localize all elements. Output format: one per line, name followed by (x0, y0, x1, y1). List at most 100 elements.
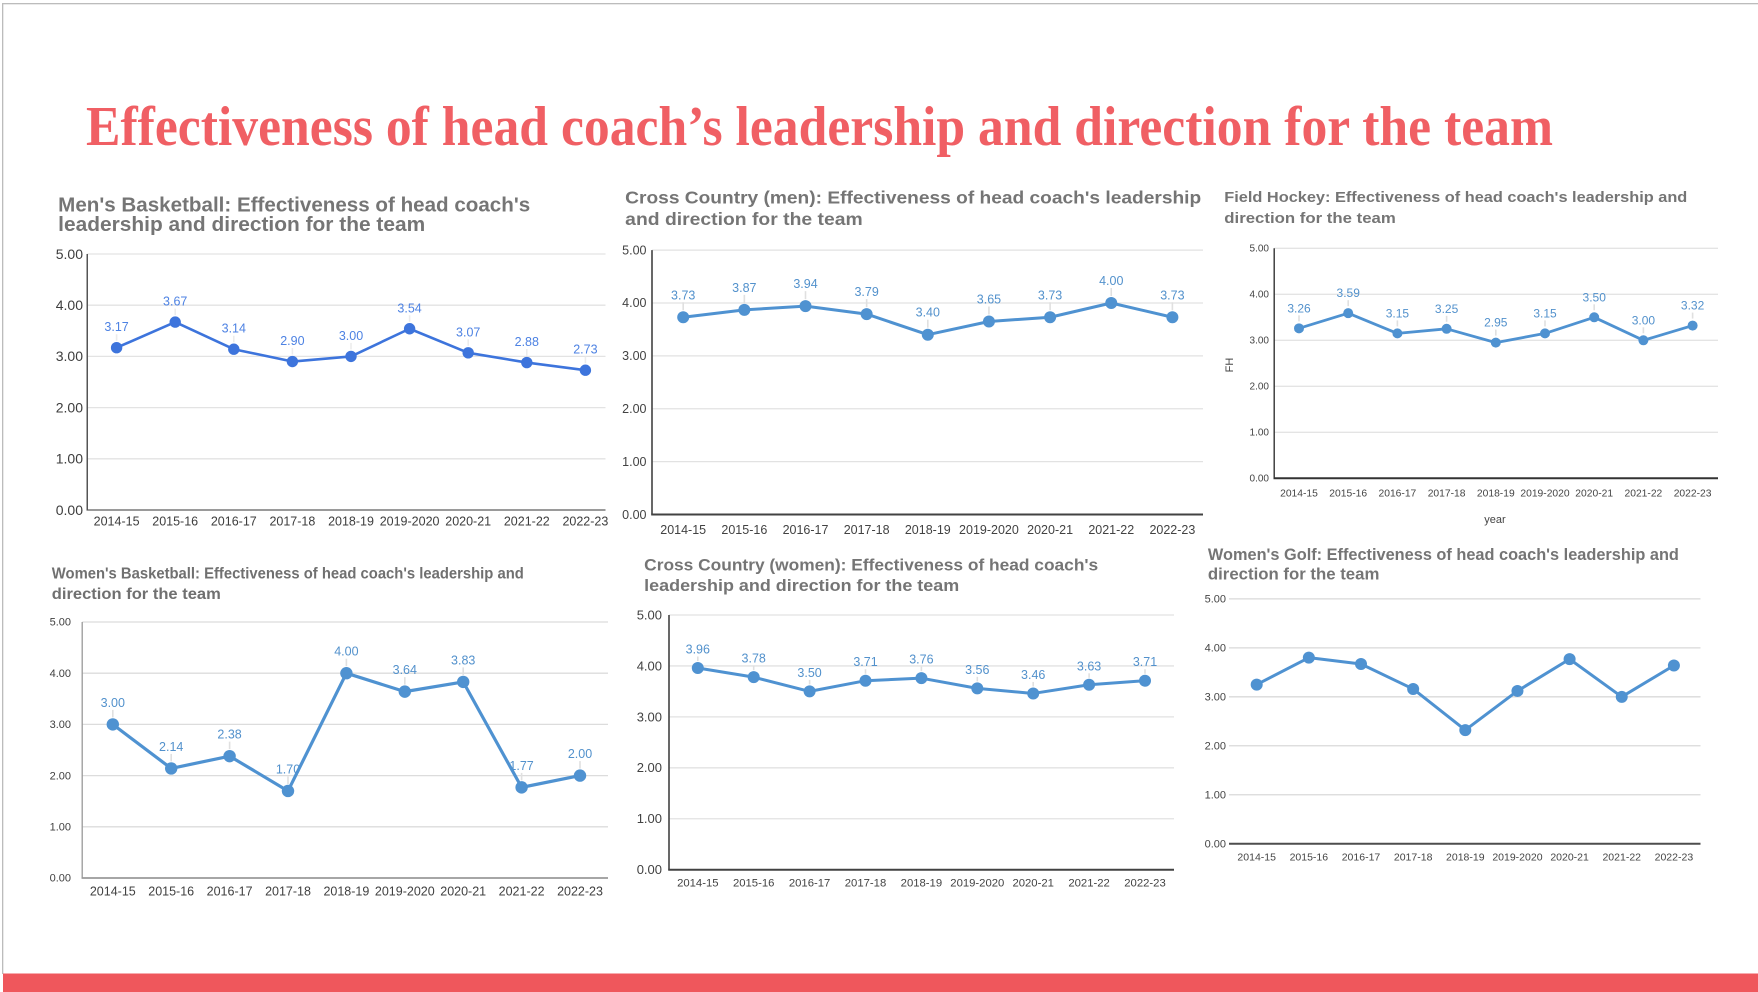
svg-text:2020-21: 2020-21 (1012, 878, 1053, 890)
svg-text:2.00: 2.00 (568, 747, 592, 761)
svg-text:3.15: 3.15 (1386, 306, 1410, 320)
svg-text:2015-16: 2015-16 (152, 515, 198, 529)
svg-text:4.00: 4.00 (1205, 643, 1226, 655)
svg-text:direction for the team: direction for the team (1208, 565, 1380, 583)
svg-text:3.73: 3.73 (1160, 288, 1184, 302)
svg-text:direction for the team: direction for the team (52, 586, 221, 603)
svg-text:3.76: 3.76 (909, 653, 933, 667)
svg-text:3.54: 3.54 (397, 301, 421, 315)
svg-text:2018-19: 2018-19 (1477, 489, 1515, 500)
svg-text:2.00: 2.00 (1250, 382, 1270, 393)
svg-text:2017-18: 2017-18 (844, 523, 890, 537)
svg-text:2.38: 2.38 (217, 728, 241, 742)
svg-text:5.00: 5.00 (637, 607, 662, 622)
svg-text:2022-23: 2022-23 (1674, 489, 1712, 500)
svg-text:2020-21: 2020-21 (440, 885, 486, 899)
svg-text:4.00: 4.00 (1099, 274, 1123, 288)
svg-text:3.71: 3.71 (1133, 655, 1157, 669)
svg-text:3.00: 3.00 (339, 329, 363, 343)
svg-text:2019-2020: 2019-2020 (1520, 489, 1570, 500)
svg-text:2018-19: 2018-19 (901, 878, 942, 890)
svg-text:3.63: 3.63 (1077, 659, 1101, 673)
svg-text:2015-16: 2015-16 (148, 885, 194, 899)
svg-text:1.00: 1.00 (56, 451, 83, 467)
svg-text:2019-2020: 2019-2020 (1492, 852, 1542, 864)
svg-text:2016-17: 2016-17 (1342, 852, 1381, 864)
svg-text:2015-16: 2015-16 (1329, 489, 1367, 500)
svg-text:2019-2020: 2019-2020 (380, 515, 440, 529)
svg-text:FH: FH (1224, 358, 1236, 373)
svg-text:2014-15: 2014-15 (1280, 489, 1318, 500)
svg-text:2018-19: 2018-19 (1446, 852, 1485, 864)
svg-text:4.00: 4.00 (50, 668, 71, 680)
svg-text:2.90: 2.90 (280, 334, 304, 348)
svg-text:2.00: 2.00 (622, 402, 646, 416)
svg-text:4.00: 4.00 (1250, 290, 1270, 301)
svg-text:2022-23: 2022-23 (1124, 878, 1165, 890)
svg-text:2022-23: 2022-23 (557, 885, 603, 899)
svg-text:2022-23: 2022-23 (1149, 523, 1195, 537)
svg-text:2017-18: 2017-18 (1394, 852, 1433, 864)
svg-text:0.00: 0.00 (50, 873, 71, 885)
svg-text:2020-21: 2020-21 (445, 515, 491, 529)
svg-text:Cross Country (women): Effecti: Cross Country (women): Effectiveness of … (644, 556, 1098, 574)
svg-text:0.00: 0.00 (637, 862, 662, 877)
svg-text:2020-21: 2020-21 (1027, 523, 1073, 537)
svg-text:3.46: 3.46 (1021, 668, 1045, 682)
svg-text:2018-19: 2018-19 (328, 515, 374, 529)
svg-text:1.00: 1.00 (1205, 789, 1226, 801)
svg-text:2016-17: 2016-17 (1379, 489, 1417, 500)
svg-text:2.00: 2.00 (50, 770, 71, 782)
svg-text:2.14: 2.14 (159, 740, 183, 754)
svg-text:3.00: 3.00 (56, 348, 83, 364)
svg-text:0.00: 0.00 (56, 502, 83, 518)
svg-text:Women's Golf: Effectiveness of: Women's Golf: Effectiveness of head coac… (1208, 546, 1679, 564)
svg-text:5.00: 5.00 (56, 246, 83, 262)
svg-text:5.00: 5.00 (1250, 244, 1270, 255)
svg-text:3.17: 3.17 (104, 320, 128, 334)
svg-text:5.00: 5.00 (622, 243, 646, 257)
svg-text:3.50: 3.50 (1583, 290, 1607, 304)
svg-text:3.59: 3.59 (1337, 286, 1361, 300)
svg-text:2014-15: 2014-15 (90, 885, 136, 899)
svg-text:2.88: 2.88 (515, 335, 539, 349)
svg-text:3.00: 3.00 (637, 709, 662, 724)
svg-text:leadership and direction for t: leadership and direction for the team (644, 577, 959, 595)
svg-text:3.67: 3.67 (163, 295, 187, 309)
svg-text:1.00: 1.00 (1250, 428, 1270, 439)
svg-text:2019-2020: 2019-2020 (959, 523, 1019, 537)
svg-text:leadership and direction for t: leadership and direction for the team (58, 214, 425, 236)
svg-text:2.00: 2.00 (1205, 741, 1226, 753)
svg-text:3.00: 3.00 (50, 719, 71, 731)
svg-text:5.00: 5.00 (1205, 594, 1226, 606)
svg-text:2014-15: 2014-15 (1237, 852, 1276, 864)
svg-text:2015-16: 2015-16 (733, 878, 774, 890)
svg-text:3.00: 3.00 (1205, 692, 1226, 704)
svg-text:3.00: 3.00 (1250, 336, 1270, 347)
svg-text:0.00: 0.00 (1250, 474, 1270, 485)
svg-text:4.00: 4.00 (334, 645, 358, 659)
svg-text:3.64: 3.64 (393, 663, 417, 677)
svg-text:and direction for the team: and direction for the team (625, 209, 863, 229)
svg-text:3.50: 3.50 (797, 666, 821, 680)
svg-text:2018-19: 2018-19 (323, 885, 369, 899)
svg-text:0.00: 0.00 (622, 508, 646, 522)
svg-text:3.15: 3.15 (1533, 306, 1557, 320)
svg-text:3.40: 3.40 (916, 306, 940, 320)
svg-text:3.00: 3.00 (622, 349, 646, 363)
svg-text:2015-16: 2015-16 (1290, 852, 1329, 864)
svg-text:4.00: 4.00 (622, 296, 646, 310)
svg-text:Cross Country (men): Effective: Cross Country (men): Effectiveness of he… (625, 187, 1201, 207)
svg-text:2021-22: 2021-22 (1625, 489, 1663, 500)
svg-text:3.07: 3.07 (456, 325, 480, 339)
svg-text:2014-15: 2014-15 (660, 523, 706, 537)
svg-text:0.00: 0.00 (1205, 838, 1226, 850)
svg-text:2021-22: 2021-22 (1602, 852, 1641, 864)
svg-text:2014-15: 2014-15 (94, 515, 140, 529)
svg-text:2016-17: 2016-17 (211, 515, 257, 529)
svg-text:1.70: 1.70 (276, 762, 300, 776)
svg-text:2017-18: 2017-18 (269, 515, 315, 529)
svg-text:2020-21: 2020-21 (1550, 852, 1589, 864)
svg-text:1.00: 1.00 (637, 811, 662, 826)
svg-text:2022-23: 2022-23 (562, 515, 608, 529)
